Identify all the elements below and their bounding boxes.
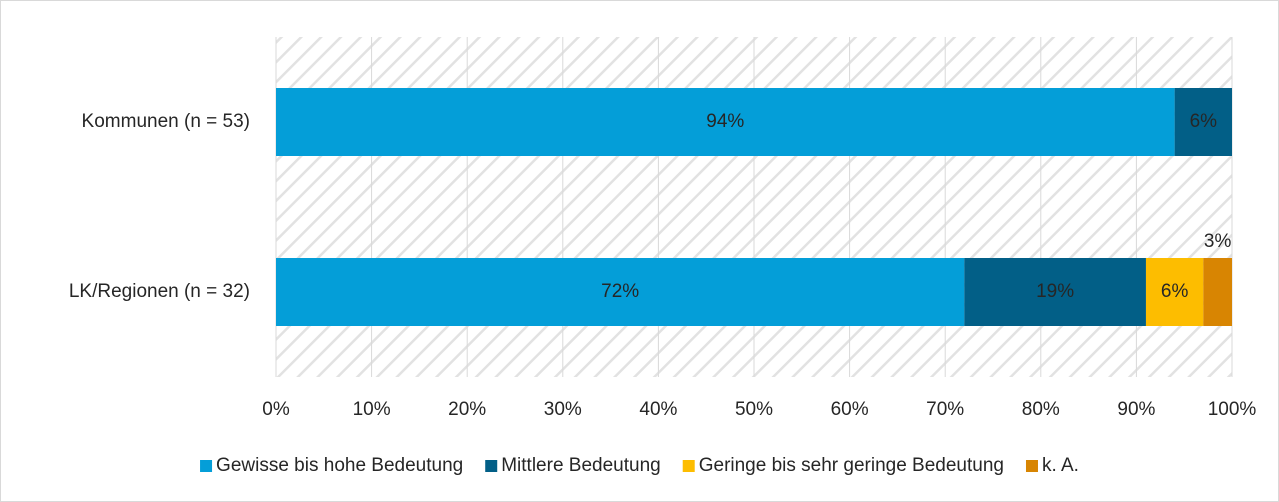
data-label: 6% [1190, 111, 1218, 132]
legend-swatch [682, 460, 695, 472]
x-tick-label: 20% [448, 399, 486, 420]
legend-label: Geringe bis sehr geringe Bedeutung [699, 455, 1004, 476]
data-label: 19% [1036, 281, 1074, 302]
data-label: 6% [1161, 281, 1189, 302]
legend-swatch [1025, 460, 1038, 472]
x-tick-label: 100% [1208, 399, 1257, 420]
bar-segment [1145, 258, 1204, 326]
x-tick-label: 90% [1117, 399, 1155, 420]
x-tick-label: 80% [1022, 399, 1060, 420]
bar-segment [1203, 258, 1232, 326]
x-tick-label: 10% [353, 399, 391, 420]
legend-swatch [485, 460, 498, 472]
x-tick-label: 30% [544, 399, 582, 420]
legend-label: Mittlere Bedeutung [501, 455, 661, 476]
bar-segment [276, 88, 1175, 156]
x-tick-label: 0% [262, 399, 290, 420]
legend-swatch [200, 460, 213, 472]
y-tick-label: LK/Regionen (n = 32) [69, 281, 250, 302]
x-tick-label: 40% [639, 399, 677, 420]
legend-label: Gewisse bis hohe Bedeutung [216, 455, 463, 476]
data-label: 72% [601, 281, 639, 302]
bar-segment [1174, 88, 1232, 156]
data-label: 94% [706, 111, 744, 132]
bar-segment [276, 258, 965, 326]
bar-segment [964, 258, 1146, 326]
x-tick-label: 60% [831, 399, 869, 420]
x-tick-label: 70% [926, 399, 964, 420]
y-tick-label: Kommunen (n = 53) [82, 111, 250, 132]
x-tick-label: 50% [735, 399, 773, 420]
data-label: 3% [1204, 231, 1232, 252]
legend-label: k. A. [1042, 455, 1079, 476]
